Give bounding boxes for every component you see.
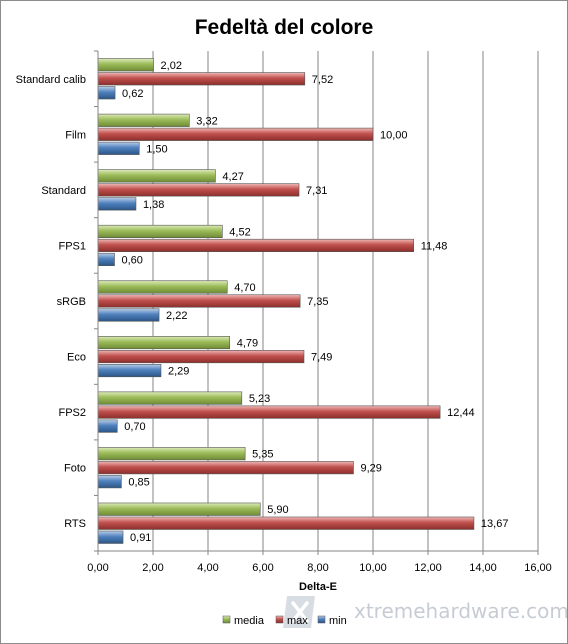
data-label: 0,70 xyxy=(124,421,145,433)
bar-min xyxy=(97,141,140,155)
x-tick-label: 8,00 xyxy=(307,562,328,574)
data-label: 10,00 xyxy=(380,129,408,141)
bar-min xyxy=(97,86,116,100)
x-tick-label: 10,00 xyxy=(359,562,387,574)
data-label: 7,35 xyxy=(307,296,328,308)
legend-swatch xyxy=(222,615,231,624)
legend: media max min xyxy=(222,615,347,627)
bar-max xyxy=(97,127,374,141)
data-label: 0,85 xyxy=(128,477,149,489)
legend-item-media: media xyxy=(222,615,265,627)
bar-media xyxy=(97,280,228,294)
bar-media xyxy=(97,224,223,238)
bar-media xyxy=(97,169,216,183)
watermark-text: xtremehardware.com xyxy=(354,599,567,623)
data-label: 7,49 xyxy=(311,352,332,364)
category-label: Standard xyxy=(41,185,86,197)
legend-label: max xyxy=(287,615,308,627)
category-label: FPS1 xyxy=(58,240,86,252)
bar-media xyxy=(97,502,261,516)
bar-media xyxy=(97,447,246,461)
axes xyxy=(97,51,538,552)
data-label: 0,91 xyxy=(130,532,151,544)
legend-label: min xyxy=(329,615,347,627)
bar-media xyxy=(97,336,231,350)
x-tick-label: 2,00 xyxy=(142,562,163,574)
bar-media xyxy=(97,391,243,405)
bar-max xyxy=(97,72,306,86)
category-label: Eco xyxy=(67,352,86,364)
x-tick-label: 0,00 xyxy=(87,562,108,574)
data-label: 5,35 xyxy=(252,449,273,461)
bar-max xyxy=(97,294,301,308)
legend-swatch xyxy=(317,615,326,624)
watermark-logo xyxy=(283,596,315,628)
data-label: 4,70 xyxy=(234,282,255,294)
bar-min xyxy=(97,364,162,378)
labels: 0,00 2,00 4,00 6,00 8,00 10,00 12,00 14,00 16,00… xyxy=(16,60,552,574)
bar-media xyxy=(97,113,190,127)
data-label: 11,48 xyxy=(421,240,448,252)
bar-max xyxy=(97,516,475,530)
data-label: 5,90 xyxy=(267,504,288,516)
x-tick-label: 16,00 xyxy=(524,562,552,574)
category-label: Foto xyxy=(64,463,86,475)
bars xyxy=(97,58,475,544)
data-label: 2,29 xyxy=(168,366,189,378)
bar-max xyxy=(97,405,441,419)
legend-swatch xyxy=(275,615,284,624)
data-label: 4,79 xyxy=(237,338,258,350)
bar-max xyxy=(97,461,354,475)
x-tick-label: 12,00 xyxy=(414,562,442,574)
bar-min xyxy=(97,530,124,544)
bar-max xyxy=(97,183,300,197)
category-label: Standard calib xyxy=(16,74,86,86)
data-label: 0,60 xyxy=(122,254,143,266)
data-label: 4,52 xyxy=(229,226,250,238)
x-tick-label: 14,00 xyxy=(469,562,497,574)
data-label: 5,23 xyxy=(249,393,270,405)
data-label: 3,32 xyxy=(196,115,217,127)
category-label: FPS2 xyxy=(58,407,86,419)
data-label: 7,31 xyxy=(306,185,327,197)
bar-min xyxy=(97,475,122,489)
bar-min xyxy=(97,419,118,433)
watermark: xtremehardware.com xyxy=(283,596,567,628)
legend-label: media xyxy=(234,615,265,627)
legend-item-min: min xyxy=(317,615,347,627)
data-label: 12,44 xyxy=(447,407,475,419)
data-label: 0,62 xyxy=(122,88,143,100)
category-label: Film xyxy=(65,129,86,141)
data-label: 9,29 xyxy=(360,463,381,475)
bar-max xyxy=(97,350,305,364)
x-tick-label: 6,00 xyxy=(252,562,273,574)
data-label: 4,27 xyxy=(222,171,243,183)
bar-min xyxy=(97,197,137,211)
data-label: 7,52 xyxy=(312,74,333,86)
bar-min xyxy=(97,308,160,322)
data-label: 2,02 xyxy=(161,60,182,72)
category-label: sRGB xyxy=(57,296,86,308)
data-label: 2,22 xyxy=(166,310,187,322)
x-axis-label: Delta-E xyxy=(299,581,337,593)
bar-min xyxy=(97,252,115,266)
bar-max xyxy=(97,238,415,252)
data-label: 1,50 xyxy=(146,143,167,155)
bar-media xyxy=(97,58,154,72)
legend-item-max: max xyxy=(275,615,308,627)
chart-title: Fedeltà del colore xyxy=(195,16,374,39)
x-tick-label: 4,00 xyxy=(197,562,218,574)
data-label: 1,38 xyxy=(143,199,164,211)
data-label: 13,67 xyxy=(481,518,509,530)
category-label: RTS xyxy=(64,518,86,530)
